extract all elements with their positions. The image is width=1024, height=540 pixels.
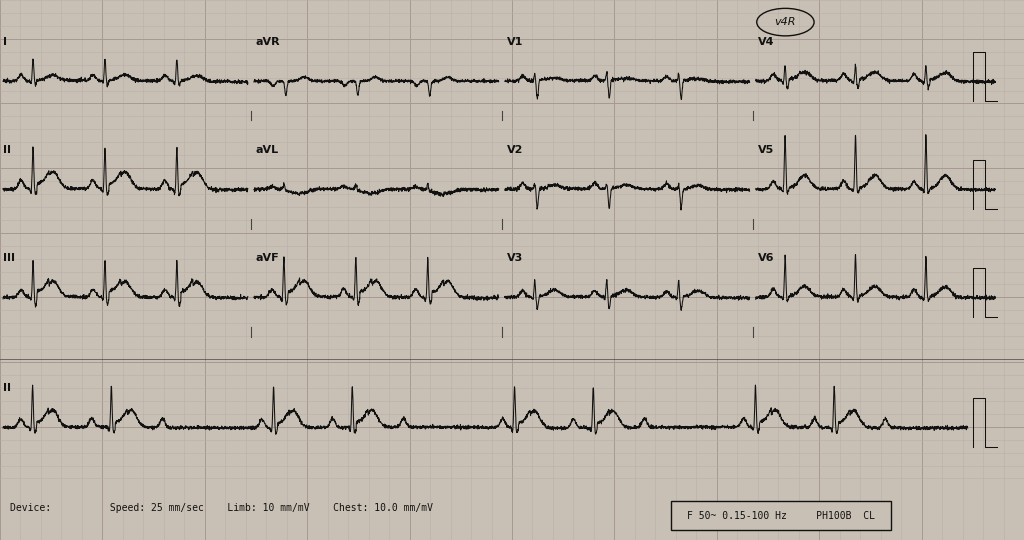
Text: aVF: aVF (256, 253, 280, 263)
Text: v4R: v4R (775, 17, 796, 27)
Text: I: I (3, 37, 7, 46)
Text: V6: V6 (758, 253, 774, 263)
Text: II: II (3, 383, 11, 393)
Text: aVL: aVL (256, 145, 280, 155)
Text: III: III (3, 253, 15, 263)
Text: F 50~ 0.15-100 Hz     PH100B  CL: F 50~ 0.15-100 Hz PH100B CL (687, 511, 874, 521)
Text: II: II (3, 145, 11, 155)
Text: Device:          Speed: 25 mm/sec    Limb: 10 mm/mV    Chest: 10.0 mm/mV: Device: Speed: 25 mm/sec Limb: 10 mm/mV … (10, 503, 433, 514)
Bar (671, 501, 891, 530)
Text: V5: V5 (758, 145, 774, 155)
Text: V1: V1 (507, 37, 523, 46)
Text: aVR: aVR (256, 37, 281, 46)
Text: V2: V2 (507, 145, 523, 155)
Text: V4: V4 (758, 37, 774, 46)
Text: V3: V3 (507, 253, 523, 263)
